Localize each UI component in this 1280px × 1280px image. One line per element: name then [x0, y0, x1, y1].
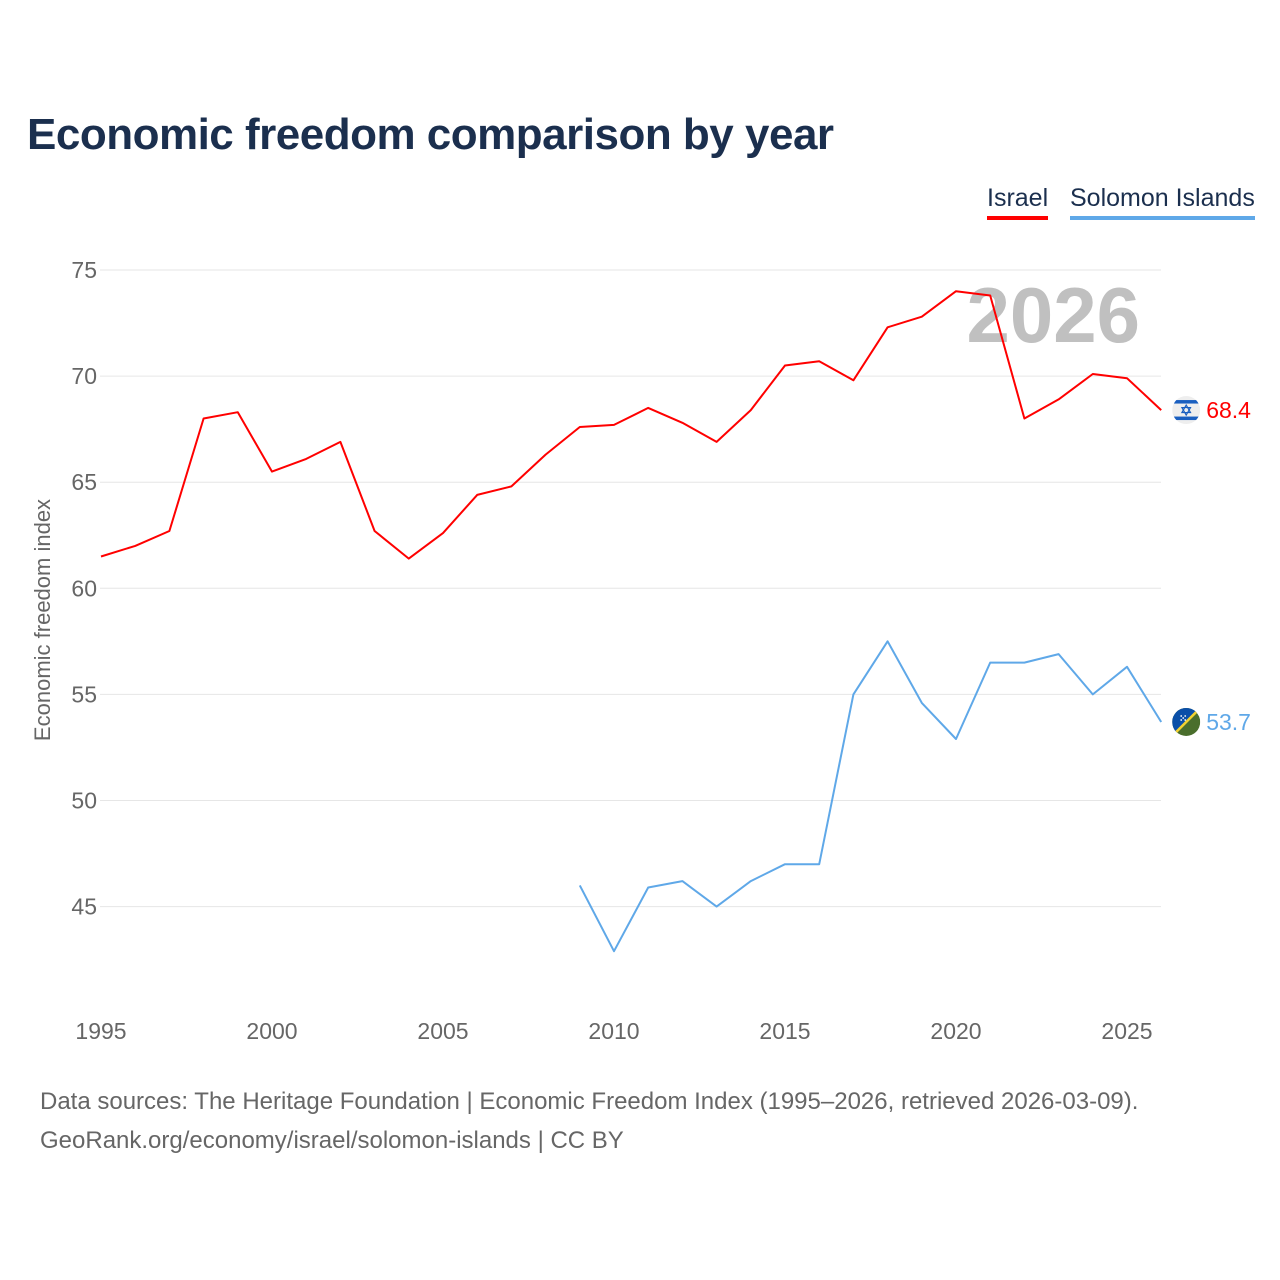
y-tick-label: 45 — [71, 894, 97, 920]
x-tick-label: 2005 — [417, 1018, 468, 1044]
y-tick-label: 75 — [71, 257, 97, 283]
flag-body — [1172, 396, 1201, 425]
flag-star — [1184, 715, 1187, 717]
end-value-label: 53.7 — [1206, 709, 1251, 735]
flag-diagonal — [1172, 707, 1201, 736]
y-tick-label: 50 — [71, 788, 97, 814]
flag-star — [1184, 719, 1187, 721]
x-tick-label: 2010 — [588, 1018, 639, 1044]
y-tick-label: 55 — [71, 681, 97, 707]
line-chart: 2026 45 50 55 60 65 70 75 1995 2000 2005 2010 2015 20… — [30, 257, 1251, 1044]
x-tick-label: 1995 — [75, 1018, 126, 1044]
flag-star — [1180, 719, 1183, 721]
y-tick-label: 70 — [71, 363, 97, 389]
y-axis-label: Economic freedom index — [30, 499, 55, 741]
x-tick-label: 2000 — [246, 1018, 297, 1044]
year-watermark: 2026 — [966, 271, 1140, 359]
x-tick-label: 2015 — [759, 1018, 810, 1044]
legend-solomon-islands[interactable]: Solomon Islands — [1070, 184, 1255, 220]
series-line-1 — [578, 640, 1163, 953]
flag-star — [1180, 715, 1183, 717]
flag-body — [1172, 707, 1201, 736]
end-value-label: 68.4 — [1206, 397, 1251, 423]
flag-stripe — [1172, 400, 1201, 404]
y-tick-label: 65 — [71, 469, 97, 495]
series-line-0 — [100, 290, 1162, 560]
x-tick-label: 2025 — [1101, 1018, 1152, 1044]
solomon-islands-flag-icon — [1172, 707, 1201, 736]
source-url: GeoRank.org/economy/israel/solomon-islan… — [40, 1127, 624, 1154]
y-tick-label: 60 — [71, 575, 97, 601]
chart-title: Economic freedom comparison by year — [27, 110, 834, 159]
flag-stripe — [1172, 416, 1201, 421]
x-tick-label: 2020 — [930, 1018, 981, 1044]
source-note: Data sources: The Heritage Foundation | … — [40, 1088, 1139, 1115]
israel-flag-icon — [1172, 396, 1201, 425]
legend-israel[interactable]: Israel — [987, 184, 1049, 220]
star-of-david — [1180, 403, 1192, 417]
flag-star — [1182, 717, 1185, 719]
